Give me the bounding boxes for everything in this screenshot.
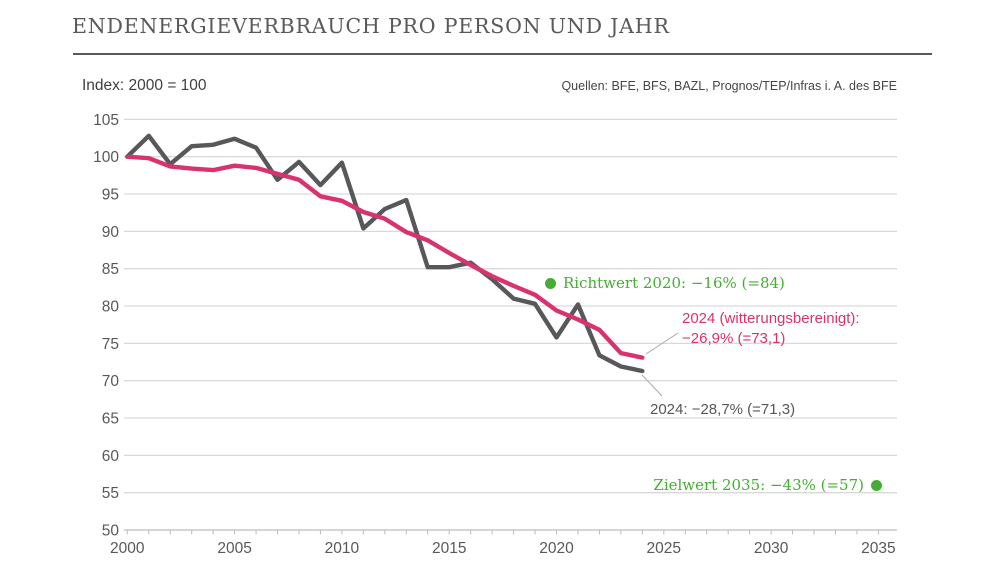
x-tick-label: 2020 [539, 540, 574, 557]
y-tick-label: 50 [102, 523, 120, 540]
zielwert-dot-icon [871, 479, 882, 491]
x-tick-label: 2005 [217, 540, 251, 557]
adjusted-series-line [125, 154, 645, 360]
index-label: Index: 2000 = 100 [82, 77, 207, 94]
zielwert-label: Zielwert 2035: −43% (=57) [653, 476, 864, 494]
y-tick-label: 70 [102, 373, 120, 390]
x-tick-label: 2000 [110, 540, 145, 557]
adjusted-2024-annotation: 2024 (witterungsbereinigt): −26,9% (=73,… [682, 309, 860, 348]
y-tick-label: 90 [102, 224, 120, 241]
y-tick-label: 105 [93, 112, 119, 129]
x-tick-label: 2010 [325, 540, 360, 557]
x-tick-label: 2030 [754, 540, 789, 557]
y-tick-label: 55 [102, 485, 119, 502]
y-tick-label: 65 [102, 411, 119, 428]
y-tick-label: 95 [102, 187, 119, 204]
y-tick-label: 85 [102, 261, 119, 278]
title-divider [73, 53, 932, 55]
adjusted-2024-leader-line [645, 332, 679, 355]
sources-label: Quellen: BFE, BFS, BAZL, Prognos/TEP/Inf… [561, 79, 897, 93]
richtwert-annotation: Richtwert 2020: −16% (=84) [545, 274, 785, 292]
richtwert-label: Richtwert 2020: −16% (=84) [563, 274, 785, 292]
adjusted-2024-label-line2: −26,9% (=73,1) [682, 329, 786, 347]
x-tick-label: 2035 [861, 540, 895, 557]
y-tick-label: 60 [102, 448, 120, 465]
chart-title: ENDENERGIEVERBRAUCH PRO PERSON UND JAHR [72, 14, 670, 38]
actual-2024-annotation: 2024: −28,7% (=71,3) [650, 401, 796, 418]
y-tick-label: 75 [102, 336, 119, 353]
actual-series-line [125, 133, 645, 374]
adjusted-2024-label-line1: 2024 (witterungsbereinigt): [682, 310, 860, 327]
x-tick-label: 2015 [432, 540, 466, 557]
actual-2024-leader-line [641, 374, 663, 397]
y-tick-label: 100 [93, 149, 119, 166]
x-tick-label: 2025 [647, 540, 681, 557]
zielwert-annotation: Zielwert 2035: −43% (=57) [653, 476, 882, 494]
y-tick-label: 80 [102, 299, 120, 316]
richtwert-dot-icon [545, 277, 556, 289]
